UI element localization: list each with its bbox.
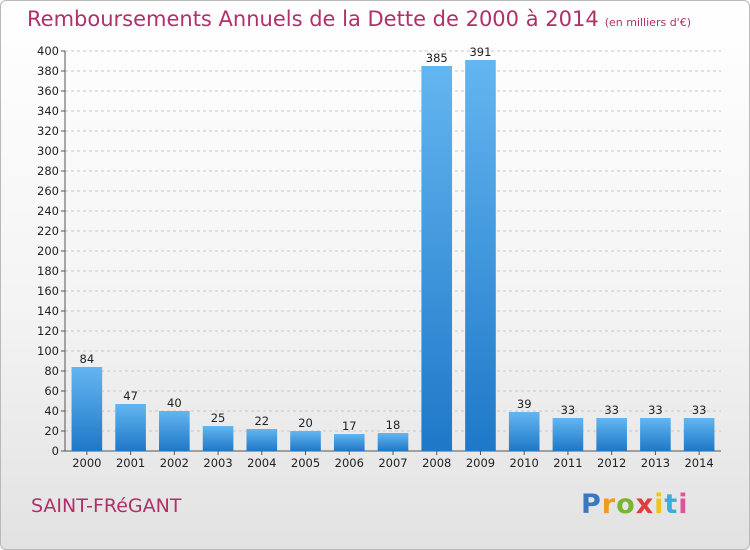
bar (465, 60, 496, 451)
x-tick-label: 2011 (553, 456, 582, 470)
y-tick-label: 380 (37, 64, 59, 78)
y-tick-label: 0 (52, 444, 59, 458)
bar-value-label: 84 (80, 352, 95, 366)
bar-value-label: 39 (517, 397, 532, 411)
bar-value-label: 33 (561, 403, 576, 417)
bar (683, 418, 715, 451)
x-tick-label: 2008 (422, 456, 451, 470)
logo-letter: i (678, 489, 689, 520)
chart-title: Remboursements Annuels de la Dette de 20… (27, 7, 691, 31)
bar-value-label: 25 (211, 411, 226, 425)
y-tick-label: 400 (37, 44, 59, 58)
bar (246, 429, 278, 451)
x-tick-label: 2007 (378, 456, 407, 470)
y-tick-label: 20 (44, 424, 59, 438)
y-tick-label: 180 (37, 264, 59, 278)
bar (596, 418, 627, 451)
y-tick-label: 140 (37, 304, 59, 318)
x-tick-label: 2003 (203, 456, 232, 470)
y-tick-label: 360 (37, 84, 59, 98)
proxiti-logo: Proxiti (581, 489, 689, 520)
y-tick-label: 120 (37, 324, 59, 338)
bar (508, 412, 540, 451)
y-tick-label: 100 (37, 344, 59, 358)
x-tick-label: 2005 (291, 456, 320, 470)
y-tick-label: 80 (44, 364, 59, 378)
bar (640, 418, 671, 451)
bar-value-label: 17 (342, 419, 357, 433)
x-tick-label: 2012 (597, 456, 626, 470)
bar (333, 434, 365, 451)
bar-value-label: 18 (386, 418, 401, 432)
chart-title-text: Remboursements Annuels de la Dette de 20… (27, 7, 599, 31)
bar (552, 418, 584, 451)
x-tick-label: 2004 (247, 456, 276, 470)
bar-value-label: 33 (604, 403, 619, 417)
logo-letter: x (635, 489, 655, 520)
bar-value-label: 47 (123, 389, 138, 403)
chart-unit: (en milliers d'€) (604, 16, 691, 29)
x-tick-label: 2001 (116, 456, 145, 470)
y-tick-label: 40 (44, 404, 59, 418)
x-tick-label: 2006 (335, 456, 364, 470)
y-tick-label: 160 (37, 284, 59, 298)
bar (71, 367, 103, 451)
y-tick-label: 320 (37, 124, 59, 138)
bar (377, 433, 409, 451)
y-tick-label: 240 (37, 204, 59, 218)
bar (115, 404, 146, 451)
bar-value-label: 391 (469, 45, 491, 59)
x-tick-label: 2002 (160, 456, 189, 470)
x-tick-label: 2014 (684, 456, 713, 470)
y-tick-label: 60 (44, 384, 59, 398)
logo-letter: P (581, 489, 602, 520)
x-tick-label: 2013 (641, 456, 670, 470)
y-tick-label: 300 (37, 144, 59, 158)
y-tick-label: 220 (37, 224, 59, 238)
commune-name: SAINT-FRéGANT (31, 495, 182, 517)
logo-letter: i (654, 489, 665, 520)
bar-value-label: 33 (692, 403, 707, 417)
x-tick-label: 2000 (72, 456, 101, 470)
y-tick-label: 340 (37, 104, 59, 118)
bar-value-label: 33 (648, 403, 663, 417)
y-tick-label: 200 (37, 244, 59, 258)
bar (290, 431, 321, 451)
bar-value-label: 22 (254, 414, 269, 428)
bar-value-label: 20 (298, 416, 313, 430)
logo-letter: t (664, 489, 679, 520)
y-tick-label: 260 (37, 184, 59, 198)
bar-value-label: 385 (426, 51, 448, 65)
bar (421, 66, 453, 451)
x-tick-label: 2010 (510, 456, 539, 470)
y-tick-label: 280 (37, 164, 59, 178)
logo-letter: o (616, 489, 636, 520)
x-tick-label: 2009 (466, 456, 495, 470)
bar (202, 426, 234, 451)
logo-letter: r (601, 489, 617, 520)
bar (159, 411, 190, 451)
bar-value-label: 40 (167, 396, 182, 410)
